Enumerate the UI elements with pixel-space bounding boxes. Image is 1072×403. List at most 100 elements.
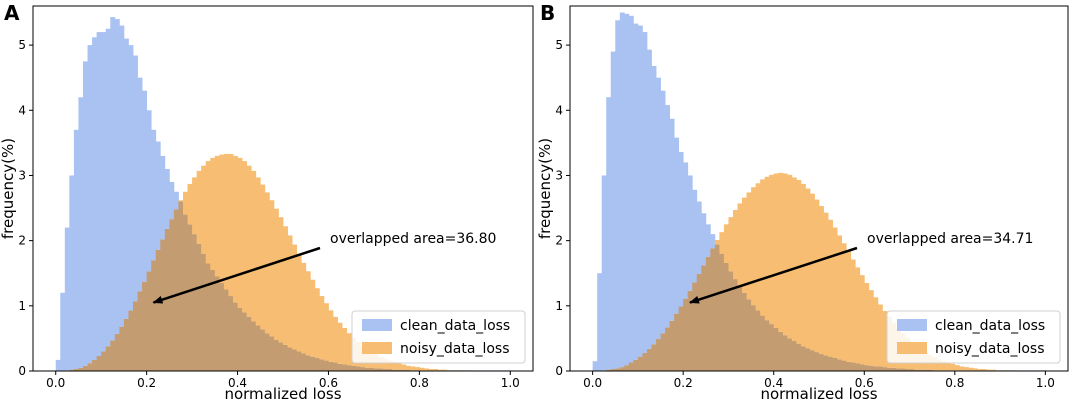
noisy-bar <box>233 155 238 303</box>
overlap-bar <box>610 369 616 371</box>
overlap-bar <box>692 282 698 371</box>
overlap-bar <box>669 320 675 371</box>
clean-bar <box>651 65 657 345</box>
overlap-bar <box>292 349 298 371</box>
overlap-bar <box>369 367 375 371</box>
y-tick-label: 3 <box>18 168 26 182</box>
overlap-bar <box>877 366 883 371</box>
overlap-bar <box>751 305 757 371</box>
overlap-bar <box>333 362 338 371</box>
overlap-bar <box>918 369 924 371</box>
x-tick-label: 0.2 <box>137 376 156 390</box>
noisy-bar <box>941 361 947 371</box>
overlap-bar <box>210 269 216 371</box>
noisy-bar <box>760 179 766 316</box>
noisy-bar <box>778 172 784 332</box>
clean-bar <box>78 97 84 368</box>
clean-bar <box>660 90 666 334</box>
noisy-bar <box>873 297 879 367</box>
overlap-bar <box>142 281 148 371</box>
noisy-bar <box>273 208 279 340</box>
overlap-bar <box>296 351 302 371</box>
noisy-bar <box>401 364 407 370</box>
y-tick-label: 0 <box>18 364 26 378</box>
noisy-bar <box>723 224 729 263</box>
overlap-bar <box>719 253 725 371</box>
y-axis-label-a: frequency(%) <box>0 138 17 239</box>
clean-bar <box>173 191 179 210</box>
overlap-bar <box>355 366 361 371</box>
clean-bar <box>683 162 689 299</box>
noisy-bar <box>832 227 838 358</box>
overlap-bar <box>737 286 743 371</box>
overlap-bar <box>674 313 680 371</box>
panel-letter-a: A <box>4 1 20 25</box>
noisy-bar <box>437 369 443 371</box>
noisy-bar <box>719 232 725 254</box>
overlap-bar <box>187 224 193 371</box>
x-tick-label: 0.0 <box>46 376 65 390</box>
overlap-bar <box>137 291 143 371</box>
overlap-bar <box>364 367 370 371</box>
overlap-bar <box>678 306 684 371</box>
overlap-bar <box>900 368 906 371</box>
noisy-bar <box>242 161 248 313</box>
clean-bar <box>83 61 88 366</box>
overlap-bar <box>814 352 820 371</box>
annotation-text-a: overlapped area=36.80 <box>330 231 496 247</box>
overlap-bar <box>269 336 275 371</box>
noisy-bar <box>237 157 243 308</box>
noisy-bar <box>228 153 234 297</box>
noisy-bar <box>950 363 956 371</box>
clean-bar <box>615 20 621 369</box>
noisy-bar <box>192 177 198 235</box>
y-tick-label: 3 <box>555 168 563 182</box>
overlap-bar <box>287 347 293 371</box>
noisy-bar <box>337 322 343 364</box>
noisy-bar <box>742 197 747 293</box>
noisy-bar <box>183 191 188 215</box>
clean-bar <box>133 55 138 302</box>
clean-bar <box>619 12 625 368</box>
noisy-bar <box>287 235 293 348</box>
overlap-bar <box>886 367 892 371</box>
overlap-bar <box>633 359 639 371</box>
overlap-bar <box>128 310 134 371</box>
x-axis-label-b: normalized loss <box>760 385 877 403</box>
noisy-bar <box>796 180 802 344</box>
legend-label-noisy-a: noisy_data_loss <box>400 341 509 357</box>
noisy-bar <box>986 369 992 371</box>
noisy-bar <box>882 311 888 368</box>
overlap-bar <box>233 302 238 371</box>
legend-label-clean-b: clean_data_loss <box>935 318 1045 334</box>
noisy-bar <box>214 155 220 277</box>
noisy-bar <box>305 271 311 356</box>
overlap-bar <box>615 368 621 371</box>
noisy-bar <box>859 275 865 365</box>
noisy-bar <box>977 369 983 371</box>
noisy-bar <box>396 363 402 370</box>
overlap-bar <box>119 326 125 371</box>
y-tick-label: 5 <box>18 38 26 52</box>
noisy-bar <box>868 290 874 366</box>
noisy-bar <box>728 217 734 272</box>
legend-box-a <box>351 310 526 364</box>
overlap-bar <box>832 357 838 371</box>
overlap-bar <box>323 360 329 371</box>
noisy-bar <box>296 253 302 352</box>
noisy-bar <box>805 188 811 349</box>
overlap-bar <box>173 209 179 371</box>
overlap-bar <box>319 359 325 371</box>
noisy-bar <box>283 226 288 345</box>
noisy-bar <box>850 259 856 363</box>
noisy-bar <box>968 367 974 371</box>
noisy-bar <box>201 165 207 254</box>
overlap-bar <box>114 333 120 371</box>
noisy-bar <box>423 368 429 371</box>
x-ticks-b: 0.0 0.2 0.4 0.6 0.8 1.0 <box>583 371 1055 390</box>
y-tick-label: 5 <box>555 38 563 52</box>
overlap-bar <box>778 331 784 371</box>
y-tick-label: 1 <box>18 299 26 313</box>
clean-bar <box>169 181 175 220</box>
